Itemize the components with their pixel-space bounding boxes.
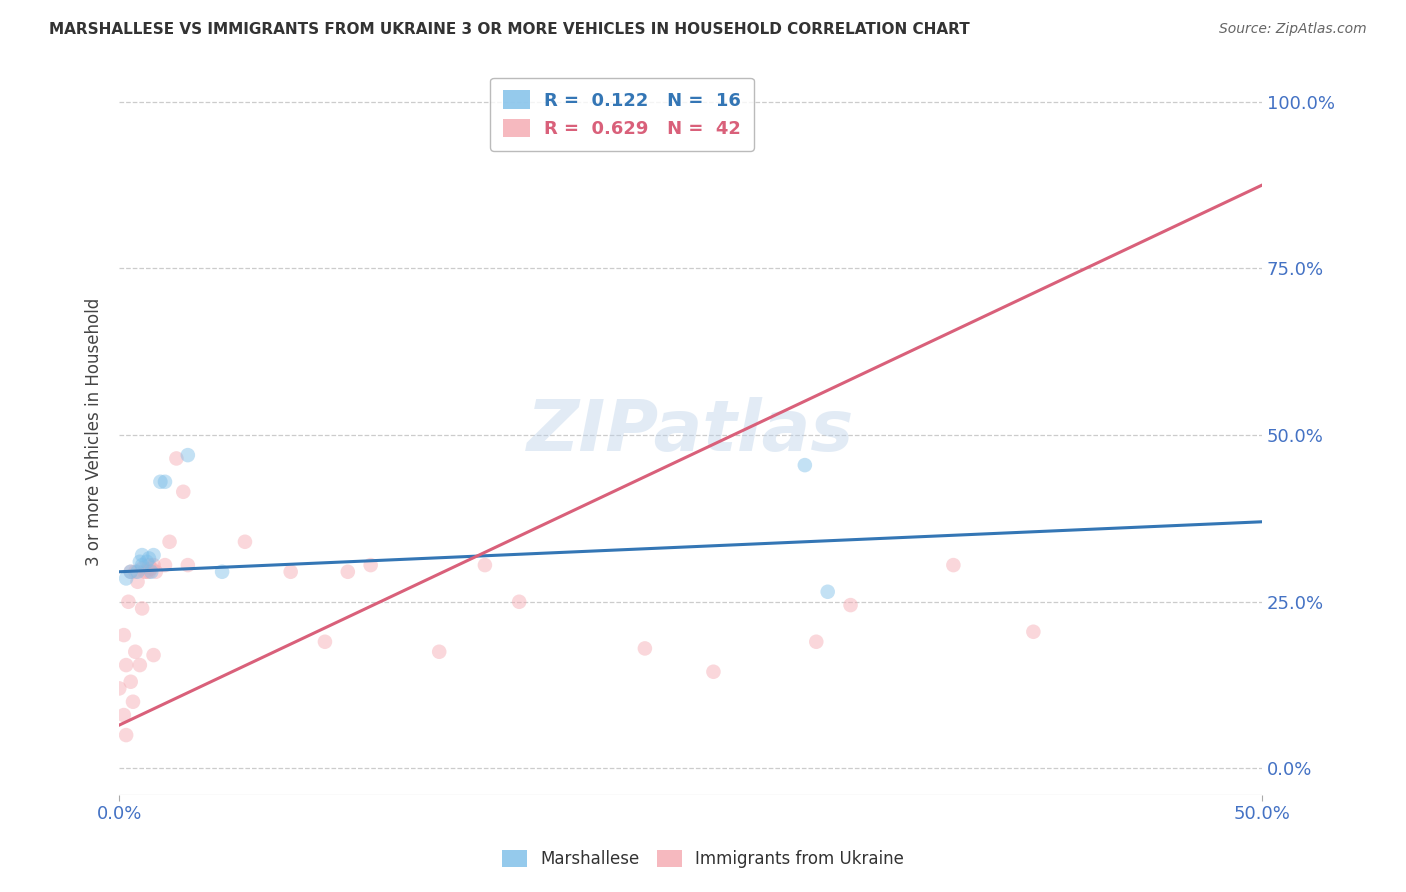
Point: [122, 695, 145, 709]
Point: [427, 645, 450, 659]
Text: Source: ZipAtlas.com: Source: ZipAtlas.com: [1219, 22, 1367, 37]
Point: [177, 558, 200, 573]
Point: [141, 565, 163, 579]
Point: [474, 558, 496, 573]
Point: [120, 565, 142, 579]
Point: [153, 558, 176, 573]
Point: [115, 658, 138, 673]
Point: [135, 565, 157, 579]
Point: [702, 665, 724, 679]
Point: [211, 565, 233, 579]
Point: [138, 551, 160, 566]
Point: [360, 558, 382, 573]
Point: [233, 534, 256, 549]
Point: [120, 674, 142, 689]
Point: [165, 451, 187, 466]
Point: [817, 584, 839, 599]
Point: [153, 475, 176, 489]
Text: MARSHALLESE VS IMMIGRANTS FROM UKRAINE 3 OR MORE VEHICLES IN HOUSEHOLD CORRELATI: MARSHALLESE VS IMMIGRANTS FROM UKRAINE 3…: [49, 22, 970, 37]
Point: [120, 565, 142, 579]
Point: [131, 601, 153, 615]
Y-axis label: 3 or more Vehicles in Household: 3 or more Vehicles in Household: [86, 298, 103, 566]
Point: [942, 558, 965, 573]
Point: [142, 558, 165, 573]
Point: [141, 561, 163, 575]
Point: [128, 658, 150, 673]
Point: [131, 561, 153, 575]
Point: [1022, 624, 1045, 639]
Point: [839, 598, 862, 612]
Legend: R =  0.122   N =  16, R =  0.629   N =  42: R = 0.122 N = 16, R = 0.629 N = 42: [491, 78, 754, 151]
Point: [177, 448, 200, 462]
Point: [793, 458, 815, 472]
Point: [172, 484, 194, 499]
Point: [508, 595, 530, 609]
Point: [280, 565, 302, 579]
Point: [124, 645, 146, 659]
Point: [142, 548, 165, 562]
Point: [145, 565, 167, 579]
Point: [159, 534, 181, 549]
Point: [127, 574, 149, 589]
Point: [314, 634, 336, 648]
Point: [115, 571, 138, 585]
Point: [117, 595, 139, 609]
Text: ZIPatlas: ZIPatlas: [527, 397, 855, 467]
Point: [806, 634, 828, 648]
Legend: Marshallese, Immigrants from Ukraine: Marshallese, Immigrants from Ukraine: [495, 843, 911, 875]
Point: [138, 565, 160, 579]
Point: [127, 565, 149, 579]
Point: [112, 708, 135, 723]
Point: [108, 681, 131, 696]
Point: [142, 648, 165, 662]
Point: [134, 565, 156, 579]
Point: [112, 628, 135, 642]
Point: [115, 728, 138, 742]
Point: [138, 558, 160, 573]
Point: [131, 558, 153, 573]
Point: [336, 565, 359, 579]
Point: [128, 555, 150, 569]
Point: [149, 475, 172, 489]
Point: [135, 555, 157, 569]
Point: [124, 565, 146, 579]
Point: [131, 548, 153, 562]
Point: [634, 641, 657, 656]
